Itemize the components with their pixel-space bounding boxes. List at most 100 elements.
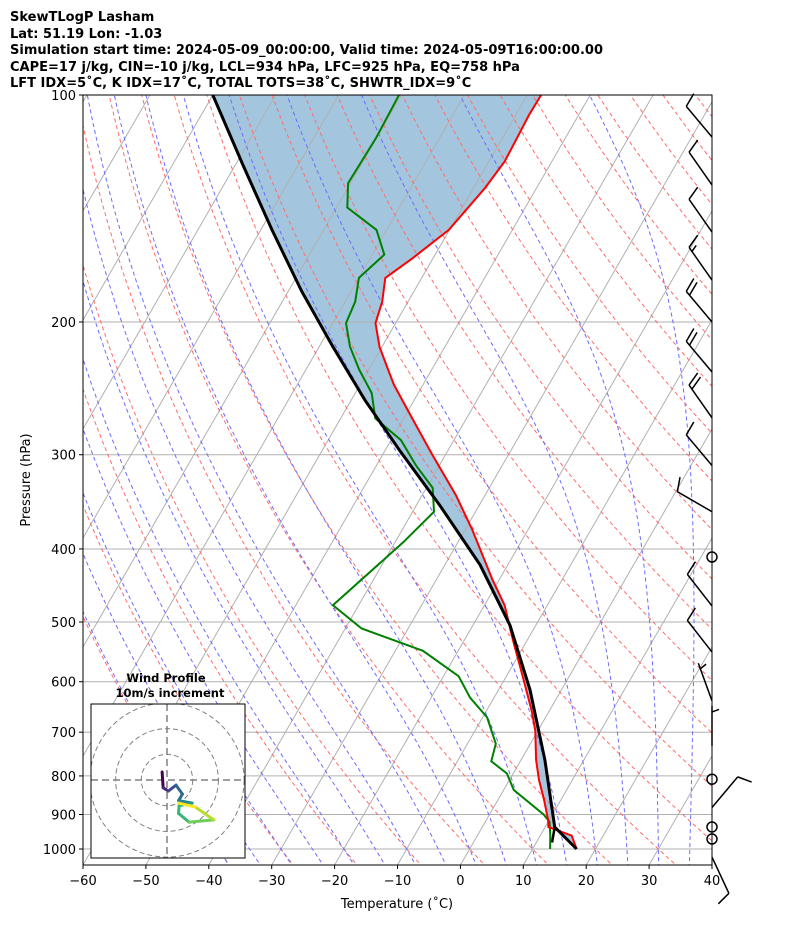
moist-adiabat: [459, 95, 660, 865]
barb-staff: [697, 662, 713, 702]
hodograph-title: Wind Profile: [126, 671, 206, 685]
barb-full: [688, 139, 699, 153]
moist-adiabat: [83, 427, 324, 865]
barb-full: [676, 476, 681, 492]
dry-adiabat: [434, 95, 712, 482]
x-axis-label: Temperature (˚C): [340, 896, 453, 912]
temperature-line: [374, 95, 578, 850]
barb-staff: [686, 573, 713, 607]
parcel-lcl-line: [550, 826, 556, 843]
isotherm-line: [83, 95, 214, 321]
barb-full: [691, 376, 702, 390]
hodograph-segment: [193, 805, 216, 822]
wind-barb: [697, 662, 713, 702]
y-tick-label: 100: [51, 89, 76, 104]
isotherm-line: [334, 209, 712, 865]
barb-full: [685, 328, 695, 342]
dry-adiabat: [83, 123, 486, 865]
hodograph-segment: [166, 783, 178, 793]
moist-adiabat: [83, 279, 386, 865]
dry-adiabat: [271, 95, 712, 734]
hodograph-segment: [177, 811, 191, 824]
wind-barb: [685, 278, 713, 323]
barb-full: [688, 186, 699, 200]
wind-barb: [685, 328, 713, 373]
y-axis-label: Pressure (hPa): [19, 433, 34, 526]
isotherm-line: [522, 536, 712, 865]
hodograph-subtitle: 10m/s increment: [116, 686, 225, 700]
y-tick-label: 1000: [43, 843, 76, 858]
location-text: Lat: 51.19 Lon: -1.03: [10, 27, 162, 42]
wind-barb: [711, 776, 752, 808]
barb-full: [717, 892, 730, 905]
dry-adiabat: [336, 95, 712, 630]
wind-barb: [686, 607, 713, 653]
hodograph-segment: [174, 783, 184, 796]
barb-staff: [685, 340, 713, 373]
isotherm-line: [271, 100, 712, 865]
x-tick-label: 20: [578, 874, 595, 889]
barb-staff: [688, 384, 713, 419]
moist-adiabat: [113, 95, 477, 865]
adiabat-lines: [83, 95, 712, 865]
y-tick-label: 700: [51, 726, 76, 741]
y-tick-label: 400: [51, 543, 76, 558]
wind-profile-hodograph: Wind Profile 10m/s increment: [90, 671, 246, 859]
barb-staff: [688, 198, 713, 233]
isotherm-line: [83, 95, 340, 539]
x-tick-label: −10: [384, 874, 411, 889]
lifted-indices-text: LFT IDX=5˚C, K IDX=17˚C, TOTAL TOTS=38˚C…: [10, 75, 471, 91]
hodograph-segment: [177, 801, 197, 809]
barb-staff: [686, 620, 713, 653]
wind-barb: [688, 186, 713, 233]
barb-half: [699, 663, 707, 670]
barb-full: [688, 281, 698, 296]
hodograph-background: [91, 704, 245, 858]
barb-half: [711, 708, 720, 713]
dry-adiabat: [173, 95, 677, 865]
dry-adiabat: [108, 95, 550, 865]
x-tick-label: −60: [69, 874, 96, 889]
wind-barb: [688, 139, 713, 186]
barb-full: [685, 93, 695, 107]
moist-adiabat: [145, 95, 507, 865]
isotherm-line: [83, 95, 402, 648]
wind-barb: [686, 561, 713, 607]
moist-adiabat: [360, 95, 629, 865]
moist-adiabat: [86, 95, 447, 865]
barb-staff: [688, 246, 713, 281]
wind-barb: [685, 93, 713, 138]
barb-full: [685, 278, 695, 292]
moist-adiabat: [182, 95, 538, 865]
x-tick-label: −40: [195, 874, 222, 889]
wind-barb: [711, 856, 730, 905]
moist-adiabat: [83, 491, 293, 865]
isotherm-line: [585, 645, 712, 865]
y-tick-label: 600: [51, 676, 76, 691]
moist-adiabat: [83, 187, 417, 865]
chart-header: SkewTLogP Lasham Lat: 51.19 Lon: -1.03 S…: [10, 10, 603, 91]
y-tick-label: 200: [51, 316, 76, 331]
parcel-line: [211, 95, 578, 851]
isotherm-line: [459, 427, 712, 865]
wind-barb: [676, 476, 713, 513]
y-tick-label: 300: [51, 449, 76, 464]
stability-indices-text: CAPE=17 j/kg, CIN=-10 j/kg, LCL=934 hPa,…: [10, 60, 520, 75]
x-axis: −60 −50 −40 −30 −20 −10 0 10 20 30 40: [69, 865, 720, 889]
barb-full: [688, 331, 698, 346]
moist-adiabat: [588, 95, 695, 865]
dry-adiabat: [206, 95, 712, 842]
y-tick-label: 900: [51, 808, 76, 823]
dry-adiabat: [141, 95, 613, 865]
x-tick-label: 40: [704, 874, 721, 889]
barb-staff: [685, 434, 713, 466]
x-tick-label: −50: [132, 874, 159, 889]
time-text: Simulation start time: 2024-05-09_00:00:…: [10, 43, 603, 58]
isotherm-line: [83, 95, 277, 430]
barb-full: [737, 776, 752, 783]
hodograph-segment: [187, 818, 216, 824]
y-tick-label: 500: [51, 616, 76, 631]
wind-barb: [685, 421, 713, 466]
x-tick-label: 10: [515, 874, 532, 889]
